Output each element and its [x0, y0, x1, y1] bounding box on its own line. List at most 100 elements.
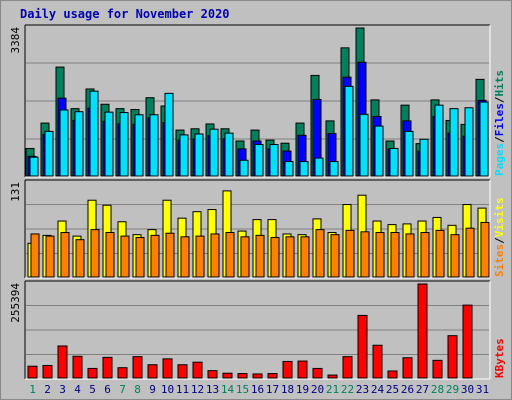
x-tick-label: 1	[29, 383, 36, 396]
bar-sites	[255, 234, 265, 278]
bar-kbytes	[147, 364, 158, 379]
bar-pages	[74, 111, 84, 177]
x-tick-label: 8	[134, 383, 141, 396]
x-tick-label: 10	[161, 383, 174, 396]
legend-entry: /	[493, 136, 506, 143]
bar-kbytes	[312, 367, 323, 379]
x-tick-label: 17	[266, 383, 279, 396]
bar-sites	[60, 232, 70, 278]
bar-kbytes	[432, 359, 443, 379]
bar-sites	[225, 232, 235, 278]
x-tick-label: 3	[59, 383, 66, 396]
y-axis-max-label: 131	[9, 182, 22, 202]
bar-kbytes	[282, 360, 293, 379]
x-tick-label: 28	[431, 383, 444, 396]
bar-sites	[165, 232, 175, 278]
legend-2: Sites/Visits	[493, 198, 506, 278]
bar-pages	[284, 161, 294, 177]
bar-kbytes	[417, 283, 428, 379]
x-tick-label: 30	[461, 383, 474, 396]
bar-pages	[29, 156, 39, 177]
bar-pages	[419, 138, 429, 177]
bar-kbytes	[42, 364, 53, 379]
bar-kbytes	[402, 357, 413, 379]
bar-sites	[195, 235, 205, 278]
bar-sites	[105, 232, 115, 278]
bar-kbytes	[387, 370, 398, 379]
bar-kbytes	[222, 372, 233, 379]
bar-sites	[465, 227, 475, 278]
bar-kbytes	[102, 356, 113, 379]
bar-sites	[435, 229, 445, 278]
legend-entry: Hits	[493, 70, 506, 97]
bar-pages	[44, 130, 54, 177]
x-tick-label: 14	[221, 383, 235, 396]
bar-sites	[90, 229, 100, 278]
bar-kbytes	[27, 365, 38, 379]
bar-pages	[404, 130, 414, 177]
bar-pages	[464, 107, 474, 177]
bar-pages	[134, 114, 144, 177]
bar-sites	[330, 234, 340, 278]
bar-sites	[210, 233, 220, 278]
legend-1: Pages/Files/Hits	[493, 70, 506, 176]
bar-kbytes	[252, 373, 263, 379]
bar-pages	[59, 109, 69, 177]
x-tick-label: 15	[236, 383, 249, 396]
bar-sites	[345, 229, 355, 278]
bar-kbytes	[162, 358, 173, 379]
bar-pages	[104, 111, 114, 177]
x-tick-label: 4	[74, 383, 81, 396]
bar-kbytes	[207, 370, 218, 379]
bar-pages	[224, 132, 234, 177]
bar-pages	[359, 113, 369, 177]
bar-kbytes	[462, 304, 473, 379]
bar-kbytes	[57, 345, 68, 379]
x-tick-label: 5	[89, 383, 96, 396]
x-tick-label: 2	[44, 383, 51, 396]
x-tick-label: 19	[296, 383, 309, 396]
legend-entry: Visits	[493, 198, 506, 238]
x-tick-label: 13	[206, 383, 219, 396]
legend-entry: Pages	[493, 143, 506, 176]
bar-kbytes	[72, 355, 83, 379]
x-tick-label: 20	[311, 383, 324, 396]
bar-pages	[89, 90, 99, 177]
legend-3: KBytes	[493, 338, 506, 378]
x-tick-label: 26	[401, 383, 414, 396]
bar-sites	[120, 235, 130, 278]
bar-sites	[405, 233, 415, 278]
bar-kbytes	[372, 344, 383, 379]
bar-pages	[119, 112, 129, 177]
bar-kbytes	[342, 356, 353, 379]
bar-sites	[45, 235, 55, 278]
bar-pages	[389, 147, 399, 177]
bar-sites	[480, 221, 490, 278]
legend-entry: /	[493, 237, 506, 244]
x-tick-label: 7	[119, 383, 126, 396]
bar-sites	[375, 232, 385, 278]
bar-pages	[209, 128, 219, 177]
x-tick-label: 16	[251, 383, 264, 396]
bar-pages	[479, 101, 489, 177]
bar-kbytes	[177, 364, 188, 379]
legend-entry: Files	[493, 103, 506, 136]
bar-kbytes	[357, 314, 368, 379]
bar-pages	[299, 161, 309, 177]
y-axis-max-label: 255394	[9, 283, 22, 323]
bar-kbytes	[192, 361, 203, 379]
x-tick-label: 9	[149, 383, 156, 396]
chart-title: Daily usage for November 2020	[20, 7, 230, 21]
bar-sites	[420, 232, 430, 278]
bar-kbytes	[447, 335, 458, 379]
bar-pages	[194, 133, 204, 177]
bar-sites	[300, 236, 310, 278]
legend-entry: /	[493, 96, 506, 103]
bar-sites	[315, 229, 325, 278]
x-tick-label: 23	[356, 383, 369, 396]
x-tick-label: 18	[281, 383, 294, 396]
x-tick-label: 22	[341, 383, 354, 396]
bar-pages	[179, 134, 189, 177]
bar-pages	[239, 159, 249, 177]
